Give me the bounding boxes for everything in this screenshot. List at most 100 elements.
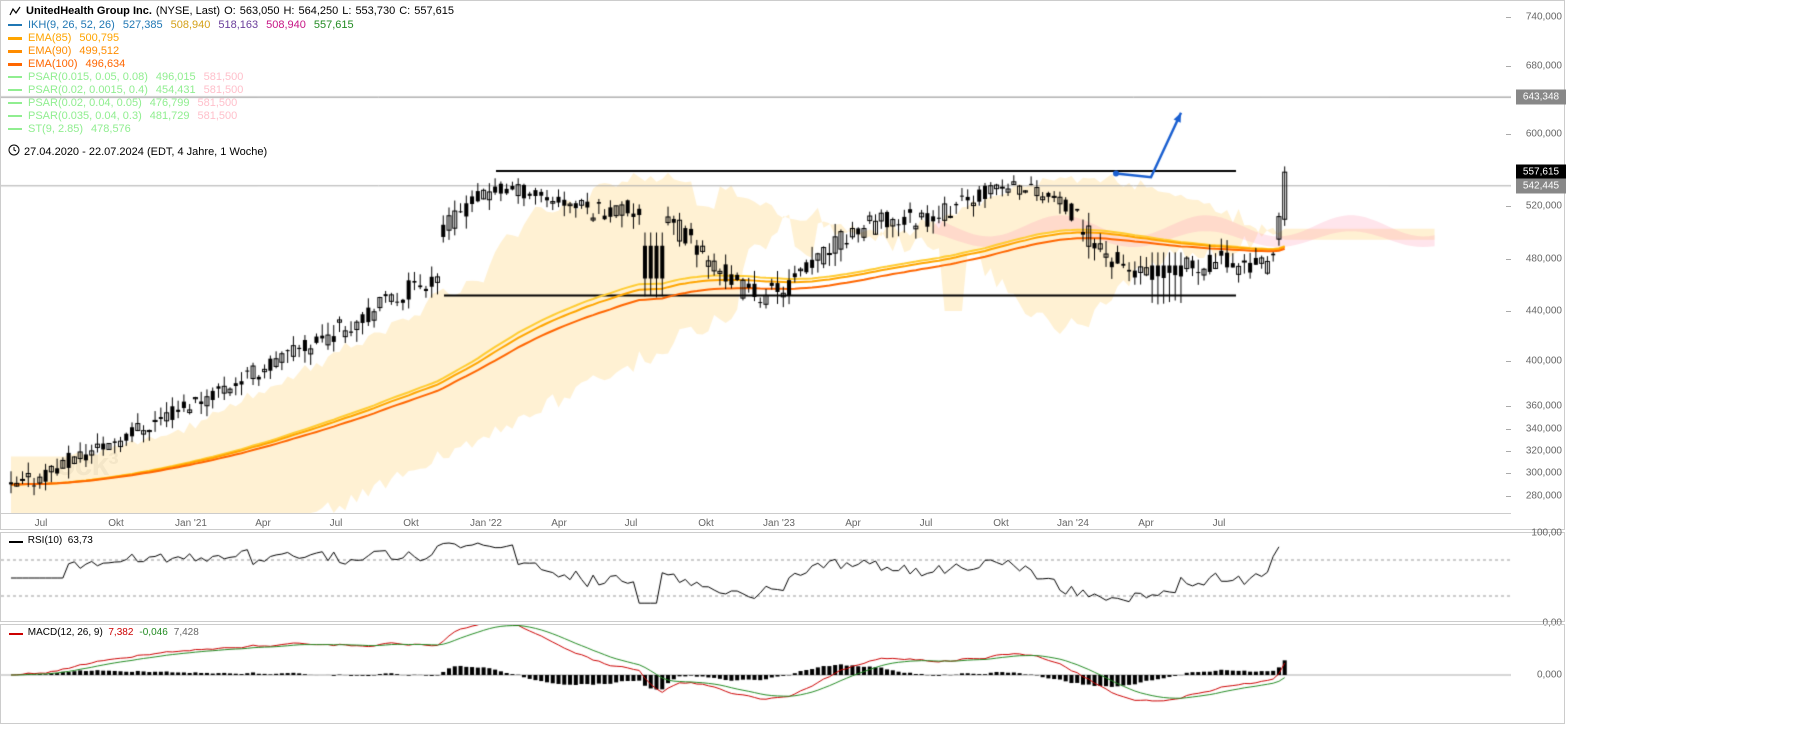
rsi-line-icon	[9, 541, 23, 543]
macd-canvas	[1, 625, 1511, 725]
rsi-panel[interactable]: RSI(10) 63,73 0,00100,00	[0, 532, 1565, 622]
ohlc-h-label: H:	[283, 5, 294, 17]
macd-value: -0,046	[139, 627, 167, 638]
ohlc-l-label: L:	[342, 5, 351, 17]
indicator-value: 518,163	[218, 19, 258, 31]
y-tick-label: 320,000	[1526, 446, 1562, 457]
rsi-value: 63,73	[68, 535, 93, 546]
indicator-value: 500,795	[79, 32, 119, 44]
legend-swatch	[8, 50, 22, 53]
legend-swatch	[8, 102, 22, 104]
x-tick-label: Jul	[35, 518, 48, 529]
x-tick-label: Okt	[698, 518, 714, 529]
indicator-value: 478,576	[91, 123, 131, 135]
y-tick-label: 360,000	[1526, 401, 1562, 412]
indicator-value: 581,500	[198, 97, 238, 109]
indicator-value: 581,500	[204, 84, 244, 96]
x-tick-label: Jan '23	[763, 518, 795, 529]
rsi-y-axis: 0,00100,00	[1511, 533, 1566, 623]
indicator-row: EMA(85) 500,795	[8, 32, 454, 44]
macd-panel[interactable]: MACD(12, 26, 9) 7,382 -0,046 7,428 0,000	[0, 624, 1565, 724]
indicator-value: 581,500	[198, 110, 238, 122]
x-tick-label: Jan '22	[470, 518, 502, 529]
indicator-row: IKH(9, 26, 52, 26) 527,385 508,940 518,163 5…	[8, 19, 454, 31]
indicator-value: 496,015	[156, 71, 196, 83]
y-tick-label: 300,000	[1526, 468, 1562, 479]
indicator-row: PSAR(0.02, 0.04, 0.05) 476,799 581,500	[8, 97, 454, 109]
price-tag: 643,348	[1516, 90, 1566, 105]
legend-swatch	[8, 76, 22, 78]
x-tick-label: Jan '24	[1057, 518, 1089, 529]
macd-value: 7,428	[174, 627, 199, 638]
x-tick-label: Jul	[625, 518, 638, 529]
y-tick-label: 280,000	[1526, 491, 1562, 502]
ohlc-c: 557,615	[414, 5, 454, 17]
ohlc-c-label: C:	[399, 5, 410, 17]
indicator-row: PSAR(0.035, 0.04, 0.3)481,729581,500	[8, 110, 454, 122]
macd-y-axis: 0,000	[1511, 625, 1566, 725]
y-tick-label: 400,000	[1526, 356, 1562, 367]
chart-header: UnitedHealth Group Inc. (NYSE, Last) O: 5…	[8, 4, 454, 136]
ohlc-o-label: O:	[224, 5, 236, 17]
ohlc-l: 553,730	[355, 5, 395, 17]
rsi-y-tick: 100,00	[1531, 528, 1562, 539]
indicator-row: PSAR(0.02, 0.0015, 0.4) 454,431 581,500	[8, 84, 454, 96]
x-tick-label: Jul	[920, 518, 933, 529]
macd-label: MACD(12, 26, 9) 7,382 -0,046 7,428	[9, 627, 205, 638]
indicator-row: EMA(90) 499,512	[8, 45, 454, 57]
indicator-value: 508,940	[171, 19, 211, 31]
indicator-name: PSAR(0.02, 0.0015, 0.4)	[28, 84, 148, 96]
indicator-name: PSAR(0.02, 0.04, 0.05)	[28, 97, 142, 109]
legend-swatch	[8, 37, 22, 40]
legend-swatch	[8, 24, 22, 26]
clock-icon	[8, 144, 20, 159]
legend-swatch	[8, 128, 22, 130]
y-tick-label: 740,000	[1526, 12, 1562, 23]
y-tick-label: 440,000	[1526, 306, 1562, 317]
macd-y-tick: 0,000	[1537, 670, 1562, 681]
y-tick-label: 600,000	[1526, 129, 1562, 140]
rsi-label: RSI(10) 63,73	[9, 535, 93, 546]
y-tick-label: 520,000	[1526, 201, 1562, 212]
indicator-value: 454,431	[156, 84, 196, 96]
y-tick-label: 480,000	[1526, 254, 1562, 265]
indicator-name: EMA(85)	[28, 32, 71, 44]
x-tick-label: Apr	[1138, 518, 1154, 529]
timeframe-text: 27.04.2020 - 22.07.2024 (EDT, 4 Jahre, 1…	[24, 146, 267, 158]
indicator-name: EMA(100)	[28, 58, 78, 70]
y-tick-label: 680,000	[1526, 61, 1562, 72]
indicator-name: PSAR(0.035, 0.04, 0.3)	[28, 110, 142, 122]
y-tick-label: 340,000	[1526, 424, 1562, 435]
indicator-value: 508,940	[266, 19, 306, 31]
indicator-value: 527,385	[123, 19, 163, 31]
indicator-row: ST(9, 2.85) 478,576	[8, 123, 454, 135]
x-tick-label: Okt	[993, 518, 1009, 529]
macd-line-icon	[9, 633, 23, 635]
x-tick-label: Jul	[330, 518, 343, 529]
ohlc-h: 564,250	[298, 5, 338, 17]
macd-name: MACD(12, 26, 9)	[28, 627, 103, 638]
x-tick-label: Okt	[403, 518, 419, 529]
indicator-name: EMA(90)	[28, 45, 71, 57]
indicator-value: 496,634	[86, 58, 126, 70]
x-tick-label: Okt	[108, 518, 124, 529]
indicator-name: IKH(9, 26, 52, 26)	[28, 19, 115, 31]
macd-value: 7,382	[108, 627, 133, 638]
exchange: (NYSE, Last)	[156, 5, 220, 17]
indicator-row: EMA(100) 496,634	[8, 58, 454, 70]
indicator-name: ST(9, 2.85)	[28, 123, 83, 135]
legend-swatch	[8, 115, 22, 117]
ticker-icon	[8, 4, 22, 18]
indicator-row: PSAR(0.015, 0.05, 0.08) 496,015 581,500	[8, 71, 454, 83]
indicator-value: 581,500	[204, 71, 244, 83]
price-tag: 542,445	[1516, 178, 1566, 193]
indicator-name: PSAR(0.015, 0.05, 0.08)	[28, 71, 148, 83]
rsi-canvas	[1, 533, 1511, 623]
y-axis: 280,000 300,000 320,000 340,000 360,000 400,0…	[1511, 1, 1566, 513]
legend-swatch	[8, 63, 22, 66]
legend-swatch	[8, 89, 22, 91]
indicator-value: 499,512	[79, 45, 119, 57]
indicator-value: 476,799	[150, 97, 190, 109]
ticker-title: UnitedHealth Group Inc.	[26, 5, 152, 17]
x-tick-label: Jan '21	[175, 518, 207, 529]
